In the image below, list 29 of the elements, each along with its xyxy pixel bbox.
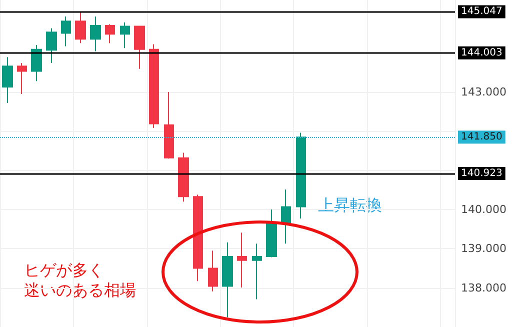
candlestick	[252, 243, 262, 300]
candlestick	[237, 232, 247, 288]
candlestick	[31, 44, 42, 82]
candlestick	[2, 56, 13, 104]
candlestick	[296, 132, 306, 220]
candlestick	[61, 16, 71, 47]
candlestick	[164, 92, 174, 160]
candlestick	[178, 152, 189, 202]
candlestick	[17, 62, 27, 94]
y-tick-label: 139.000	[461, 242, 506, 256]
candlestick	[208, 250, 218, 292]
candlestick	[222, 242, 233, 318]
ref-line-label: 145.047	[461, 6, 502, 18]
candlestick	[46, 28, 57, 64]
candlestick	[120, 22, 130, 49]
candlestick	[90, 16, 101, 52]
candlestick	[134, 26, 145, 70]
candlestick	[281, 189, 291, 244]
ref-line-label: 141.850	[461, 132, 502, 143]
y-tick-label: 143.000	[461, 86, 506, 99]
candlestick	[75, 11, 86, 44]
y-tick-label: 138.000	[461, 281, 506, 294]
candlestick	[149, 44, 159, 129]
candlestick	[193, 194, 203, 282]
ref-line-label: 140.923	[461, 168, 502, 179]
ref-line-label: 144.003	[461, 47, 502, 58]
y-tick-label: 140.000	[461, 203, 506, 216]
candlestick	[105, 24, 115, 44]
candlestick	[266, 209, 277, 258]
